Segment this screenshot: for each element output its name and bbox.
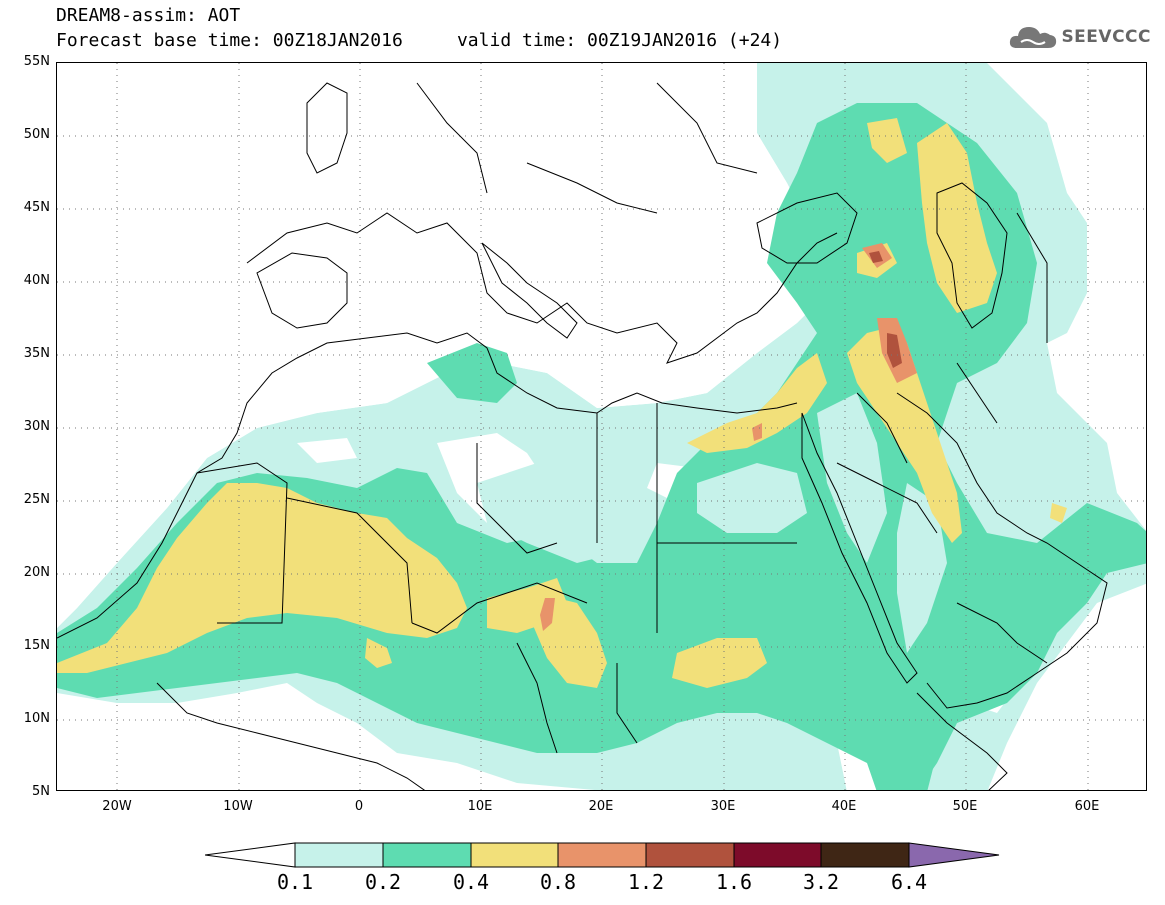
- cloud-logo-icon: [1010, 27, 1057, 48]
- colorbar-min-arrow: [205, 842, 296, 868]
- colorbar-segment: [733, 842, 822, 868]
- aot-field-0.1-inner: [477, 393, 947, 653]
- lon-label: 30E: [710, 799, 736, 814]
- colorbar-segment: [470, 842, 559, 868]
- colorbar-label: 3.2: [802, 870, 840, 894]
- lat-label: 15N: [23, 638, 50, 653]
- lat-label: 30N: [23, 419, 50, 434]
- lat-label: 35N: [23, 346, 50, 361]
- colorbar-label: 0.2: [364, 870, 402, 894]
- lat-label: 5N: [32, 784, 50, 799]
- forecast-time-line: Forecast base time: 00Z18JAN2016 valid t…: [56, 30, 783, 51]
- lon-label: 10W: [223, 799, 253, 814]
- colorbar-label: 0.4: [452, 870, 490, 894]
- aot-clear-patches: [57, 63, 1146, 790]
- lat-label: 25N: [23, 492, 50, 507]
- colorbar-label: 6.4: [890, 870, 928, 894]
- lon-label: 60E: [1074, 799, 1100, 814]
- aot-map-svg: [57, 63, 1146, 790]
- aot-field-0.4: [57, 118, 1067, 688]
- lat-label: 50N: [23, 127, 50, 142]
- lat-label: 55N: [23, 54, 50, 69]
- colorbar-segment: [557, 842, 647, 868]
- lat-label: 10N: [23, 711, 50, 726]
- lat-label: 20N: [23, 565, 50, 580]
- coastlines: [57, 82, 1108, 790]
- lon-label: 50E: [952, 799, 978, 814]
- aot-field-1.2: [869, 251, 902, 368]
- colorbar-label: 0.8: [539, 870, 577, 894]
- colorbar-segment: [294, 842, 384, 868]
- lon-label: 20W: [102, 799, 132, 814]
- lon-label: 40E: [831, 799, 857, 814]
- colorbar: [205, 842, 1000, 868]
- colorbar-segment: [382, 842, 472, 868]
- colorbar-segment: [645, 842, 735, 868]
- chart-title: DREAM8-assim: AOT: [56, 5, 241, 26]
- aot-map: [56, 62, 1147, 791]
- logo-text: SEEVCCC: [1061, 27, 1151, 47]
- colorbar-label: 1.2: [627, 870, 665, 894]
- lat-label: 40N: [23, 273, 50, 288]
- seevccc-logo: SEEVCCC: [1007, 22, 1151, 52]
- colorbar-max-arrow: [908, 842, 1000, 868]
- lon-label: 10E: [467, 799, 493, 814]
- lat-label: 45N: [23, 200, 50, 215]
- colorbar-label: 1.6: [715, 870, 753, 894]
- colorbar-segment: [820, 842, 910, 868]
- colorbar-label: 0.1: [276, 870, 314, 894]
- lon-label: 0: [354, 799, 364, 814]
- lon-label: 20E: [588, 799, 614, 814]
